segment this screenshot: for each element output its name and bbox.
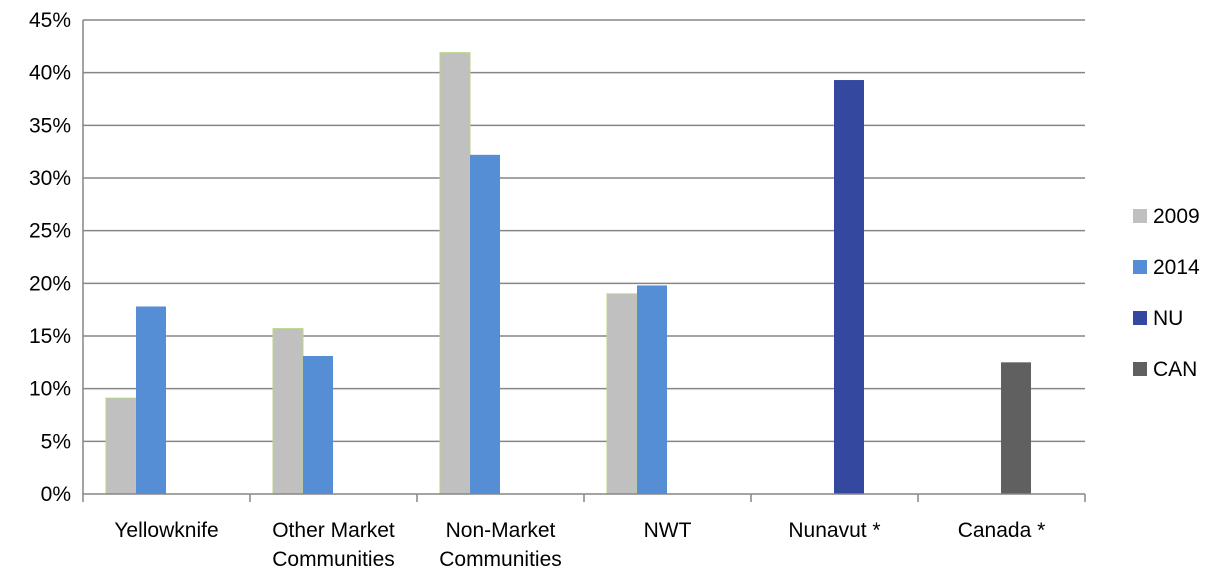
bar-2009 [105, 397, 137, 495]
axes [82, 20, 1086, 502]
y-tick-label: 35% [29, 114, 71, 137]
legend-label: NU [1153, 307, 1183, 330]
bar-2014 [637, 285, 667, 494]
legend-label: 2009 [1153, 205, 1200, 228]
y-tick-label: 20% [29, 272, 71, 295]
legend-label: 2014 [1153, 256, 1200, 279]
x-category-label: NWT [644, 519, 692, 542]
legend: 2009 2014 NU CAN [1133, 205, 1200, 381]
legend-swatch-can [1133, 362, 1147, 376]
x-axis-category-labels: Yellowknife Other Market Communities Non-Ma… [114, 519, 1045, 571]
bar-nu [834, 80, 864, 494]
y-tick-label: 40% [29, 62, 71, 85]
bar-2014 [136, 306, 166, 494]
bar-can [1001, 362, 1031, 494]
y-tick-label: 0% [41, 483, 71, 506]
x-category-label: Nunavut * [788, 519, 880, 542]
legend-label: CAN [1153, 358, 1197, 381]
y-tick-label: 45% [29, 9, 71, 32]
x-category-label: Yellowknife [114, 519, 218, 542]
x-category-label: Non-Market Communities [439, 519, 562, 571]
y-tick-label: 10% [29, 378, 71, 401]
y-tick-label: 5% [41, 430, 71, 453]
x-category-label: Other Market Communities [272, 519, 395, 571]
x-category-label: Canada * [958, 519, 1046, 542]
gridlines [83, 19, 1085, 443]
bar-2009 [606, 293, 638, 495]
bar-2009 [272, 328, 304, 495]
y-axis-tick-labels: 0% 5% 10% 15% 20% 25% 30% 35% 40% 45% [29, 9, 71, 506]
y-tick-label: 25% [29, 220, 71, 243]
bar-2014 [303, 356, 333, 494]
y-tick-label: 30% [29, 167, 71, 190]
y-tick-label: 15% [29, 325, 71, 348]
bar-2009 [439, 52, 471, 495]
legend-swatch-2014 [1133, 260, 1147, 274]
bars [105, 52, 1031, 495]
legend-swatch-2009 [1133, 209, 1147, 223]
legend-swatch-nu [1133, 311, 1147, 325]
bar-2014 [470, 154, 500, 494]
